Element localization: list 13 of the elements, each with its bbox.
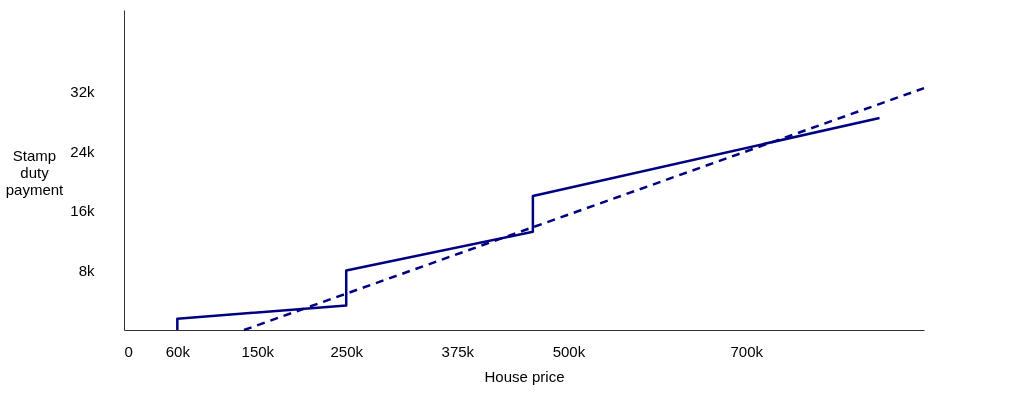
x-tick-label: 700k	[730, 342, 764, 360]
y-tick-label: 32k	[70, 83, 95, 101]
x-axis-title: House price	[484, 367, 565, 385]
x-tick-label: 250k	[330, 342, 364, 360]
x-tick-label: 150k	[241, 342, 275, 360]
x-tick-label: 375k	[441, 342, 475, 360]
x-tick-label: 500k	[552, 342, 586, 360]
x-tick-label: 0	[124, 342, 133, 360]
y-axis-title: Stamp duty payment	[5, 146, 65, 198]
y-tick-label: 24k	[70, 142, 95, 160]
y-tick-label: 16k	[70, 202, 95, 220]
x-tick-label: 60k	[165, 342, 191, 360]
y-tick-label: 8k	[78, 261, 95, 279]
